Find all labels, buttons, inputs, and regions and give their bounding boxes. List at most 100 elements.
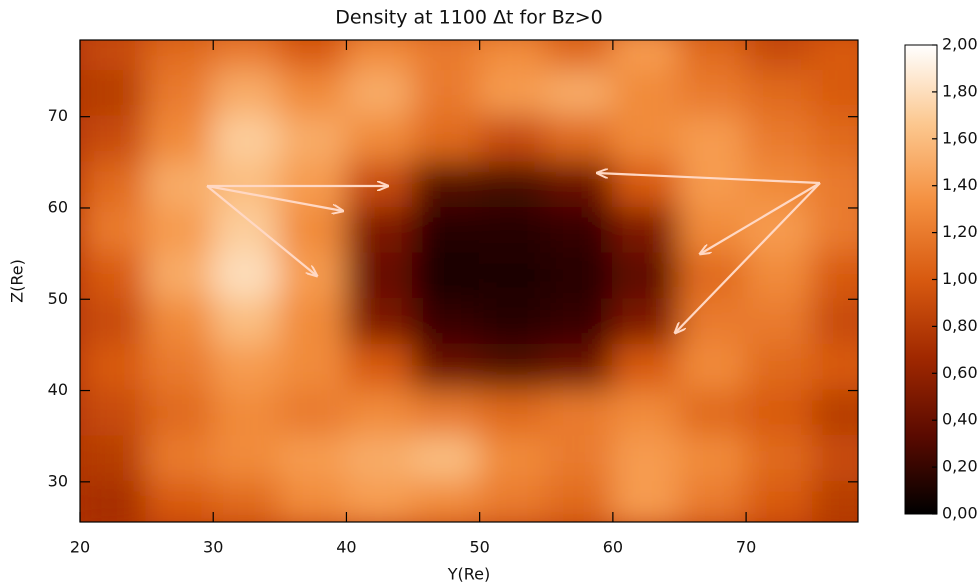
arrow [700, 182, 821, 254]
colorbar-tick-label: 0,400 [942, 410, 977, 429]
heatmap-cell [545, 435, 614, 483]
heatmap-cell [611, 161, 681, 209]
heatmap-cell [811, 161, 858, 209]
heatmap-cell [145, 252, 215, 301]
heatmap-cell [745, 40, 814, 73]
heatmap-cell [545, 343, 614, 392]
heatmap-cell [678, 298, 748, 346]
heatmap-cell [811, 40, 858, 73]
colorbar-tick-label: 0,800 [942, 316, 977, 335]
y-axis-label: Z(Re) [8, 259, 27, 303]
heatmap-cell [678, 161, 748, 209]
heatmap-cell [212, 298, 281, 346]
heatmap-cell [80, 298, 148, 346]
heatmap-cell [745, 389, 814, 438]
heatmap-cell [478, 298, 548, 346]
x-tick-label: 20 [70, 538, 90, 557]
heatmap-cell [745, 435, 814, 483]
heatmap-cell [278, 298, 348, 346]
heatmap-cell [145, 435, 215, 483]
heatmap-cell [478, 70, 548, 118]
colorbar-tick-label: 0,200 [942, 457, 977, 476]
annotation-arrows [206, 173, 821, 333]
heatmap-cell [345, 70, 415, 118]
heatmap-cell [212, 480, 281, 522]
heatmap-cell [611, 298, 681, 346]
heatmap-cell [278, 389, 348, 438]
heatmap-cell [80, 435, 148, 483]
heatmap-cell [412, 115, 481, 164]
heatmap-cell [278, 206, 348, 255]
heatmap-cell [478, 343, 548, 392]
chart-title: Density at 1100 Δt for Bz>0 [335, 7, 602, 29]
colorbar-tick-label: 0,600 [942, 363, 977, 382]
heatmap-cell [345, 40, 415, 73]
heatmap-cell [212, 40, 281, 73]
heatmap-cell [811, 343, 858, 392]
y-tick-label: 30 [48, 471, 68, 490]
heatmap-cell [212, 206, 281, 255]
heatmap-cell [678, 435, 748, 483]
heatmap-cell [678, 40, 748, 73]
heatmap-cell [678, 343, 748, 392]
heatmap-cell [345, 435, 415, 483]
heatmap-cell [478, 389, 548, 438]
y-tick-label: 70 [48, 106, 68, 125]
heatmap-cell [478, 252, 548, 301]
heatmap-cell [145, 206, 215, 255]
heatmap-cell [745, 343, 814, 392]
y-tick-label: 40 [48, 380, 68, 399]
y-tick-label: 60 [48, 197, 68, 216]
heatmap-cell [678, 252, 748, 301]
heatmap-cell [278, 480, 348, 522]
y-tick-label: 50 [48, 289, 68, 308]
heatmap-cell [678, 115, 748, 164]
heatmap-cell [345, 343, 415, 392]
heatmap-cell [745, 206, 814, 255]
heatmap-cell [345, 389, 415, 438]
heatmap-cell [345, 115, 415, 164]
heatmap-cell [545, 252, 614, 301]
heatmap-cell [545, 115, 614, 164]
colorbar-tick-label: 1,800 [942, 81, 977, 100]
heatmap-cell [145, 115, 215, 164]
heatmap-cell [145, 70, 215, 118]
heatmap-cell [545, 480, 614, 522]
heatmap-cell [478, 40, 548, 73]
heatmap [80, 40, 858, 522]
x-tick-label: 60 [603, 538, 623, 557]
heatmap-cell [611, 40, 681, 73]
heatmap-cell [278, 40, 348, 73]
heatmap-cell [80, 480, 148, 522]
heatmap-cell [80, 161, 148, 209]
heatmap-cell [811, 389, 858, 438]
heatmap-cell [745, 480, 814, 522]
heatmap-cell [212, 389, 281, 438]
colorbar-tick-label: 2,000 [942, 35, 977, 54]
heatmap-cell [478, 435, 548, 483]
heatmap-cell [412, 343, 481, 392]
arrow [206, 184, 343, 211]
heatmap-cell [345, 252, 415, 301]
heatmap-cell [278, 343, 348, 392]
heatmap-cell [412, 480, 481, 522]
heatmap-cell [611, 435, 681, 483]
colorbar-tick-label: 0,000 [942, 504, 977, 523]
heatmap-cell [745, 115, 814, 164]
arrow [206, 185, 317, 276]
heatmap-cell [811, 435, 858, 483]
colorbar-tick-label: 1,400 [942, 175, 977, 194]
heatmap-cell [478, 480, 548, 522]
heatmap-cell [478, 161, 548, 209]
heatmap-cell [811, 206, 858, 255]
heatmap-cell [278, 70, 348, 118]
x-tick-label: 70 [736, 538, 756, 557]
heatmap-cell [678, 70, 748, 118]
heatmap-cell [611, 389, 681, 438]
heatmap-cell [611, 252, 681, 301]
heatmap-cell [745, 298, 814, 346]
heatmap-cell [80, 40, 148, 73]
x-tick-label: 40 [336, 538, 356, 557]
heatmap-cell [145, 343, 215, 392]
